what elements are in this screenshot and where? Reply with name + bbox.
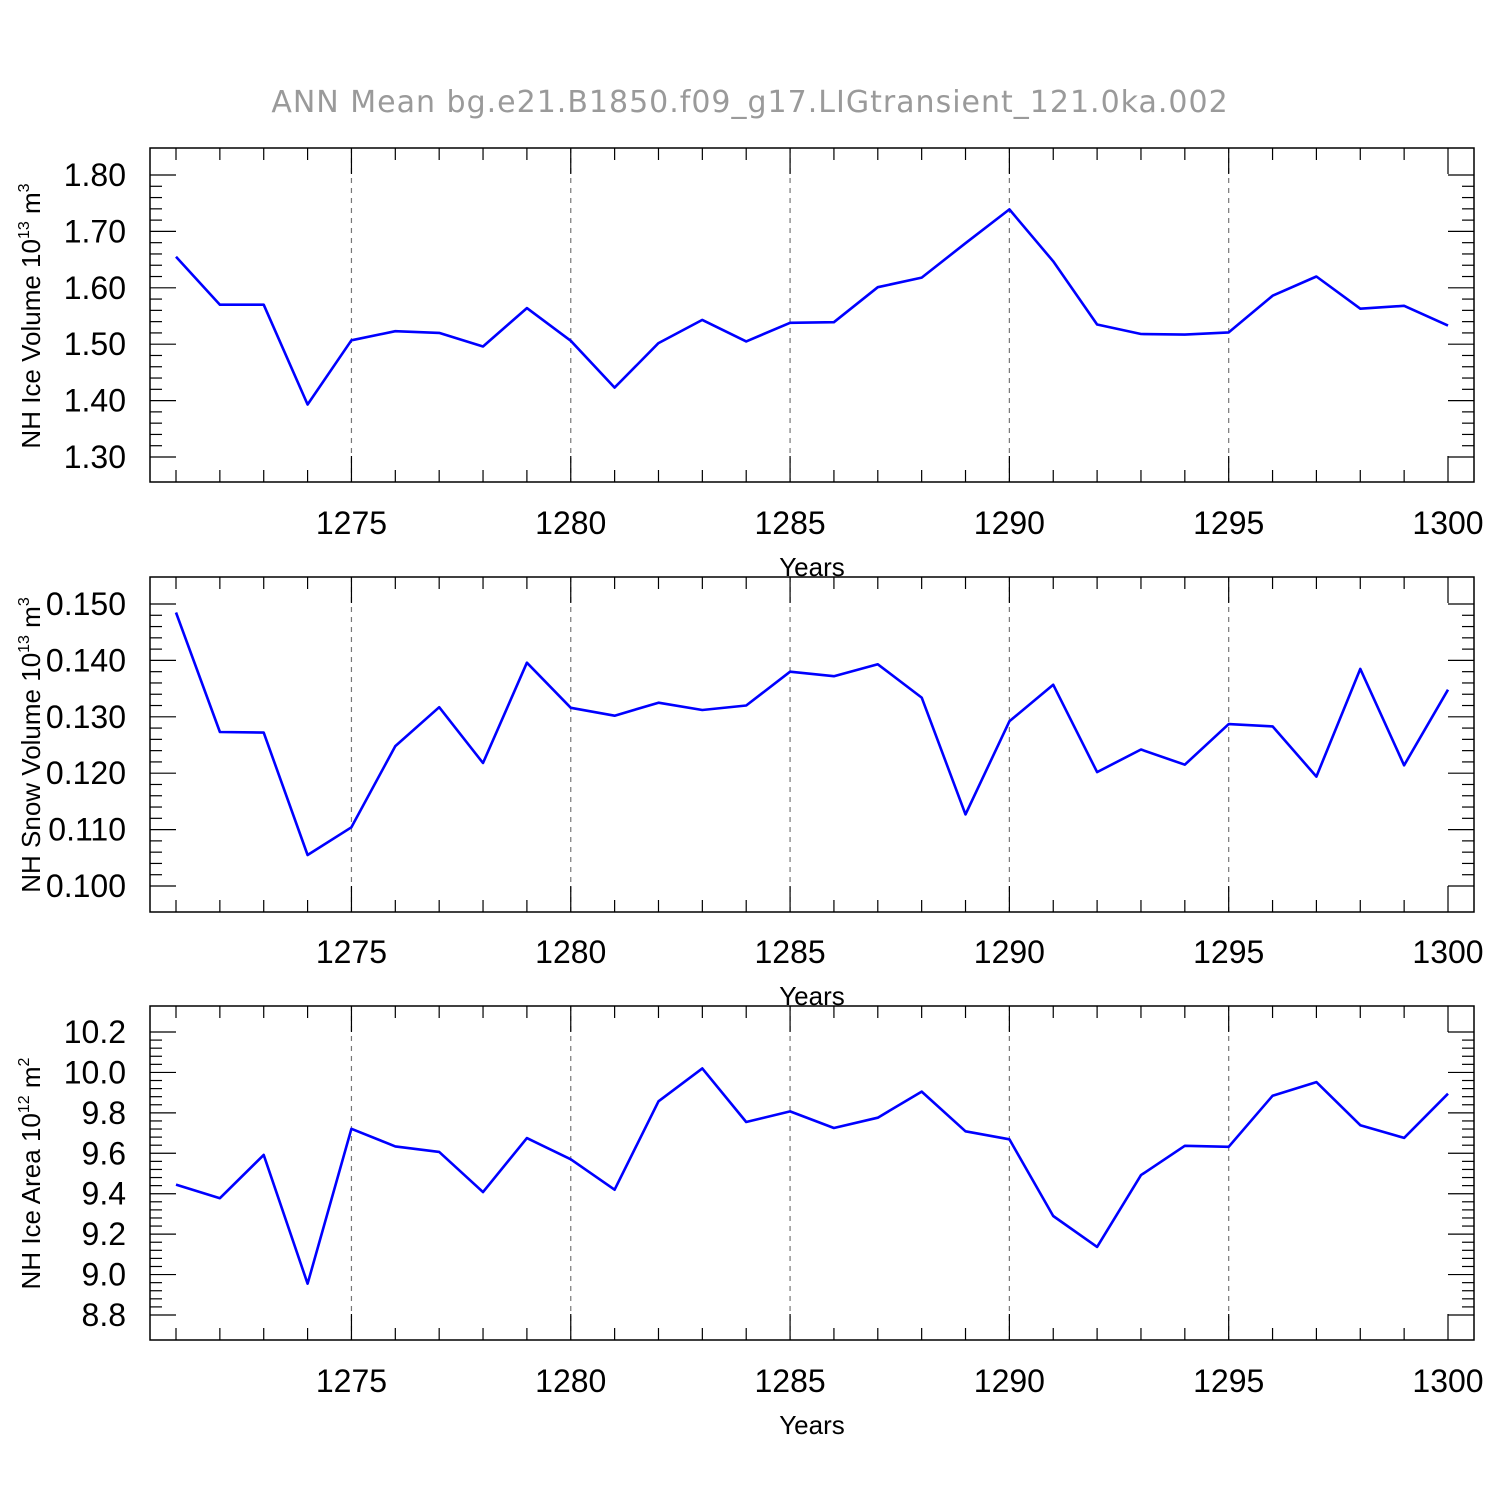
x-tick-label: 1280 (535, 505, 606, 541)
y-axis-label: NH Snow Volume 1013 m3 (16, 597, 46, 893)
plot-frame (149, 576, 1475, 913)
y-tick-label: 1.50 (64, 326, 126, 362)
y-tick-label: 1.40 (64, 383, 126, 419)
x-tick-label: 1285 (754, 934, 825, 970)
y-tick-label: 0.150 (46, 586, 126, 622)
x-tick-label: 1290 (974, 1363, 1045, 1399)
y-tick-label: 0.110 (48, 812, 126, 848)
y-tick-label: 1.30 (64, 439, 126, 475)
y-axis-label: NH Ice Volume 1013 m3 (16, 183, 46, 448)
y-tick-label: 8.8 (82, 1297, 126, 1333)
chart-title: ANN Mean bg.e21.B1850.f09_g17.LIGtransie… (271, 85, 1228, 120)
y-tick-label: 9.2 (82, 1216, 126, 1252)
y-tick-label: 10.2 (64, 1014, 126, 1050)
x-axis-label: Years (779, 1410, 845, 1440)
plot-frame (149, 147, 1475, 483)
y-tick-label: 9.8 (82, 1095, 126, 1131)
y-tick-label: 9.4 (82, 1176, 126, 1212)
series-line (175, 1067, 1449, 1285)
y-tick-label: 1.70 (64, 213, 126, 249)
panel-2: 0.100 0.110 0.120 0.130 0.140 0.150 1275 1280 12… (16, 576, 1484, 1011)
x-tick-label: 1285 (754, 1363, 825, 1399)
y-tick-label: 10.0 (64, 1054, 126, 1090)
x-tick-label: 1290 (974, 934, 1045, 970)
series-line (174, 612, 1450, 857)
x-tick-label: 1300 (1412, 505, 1483, 541)
x-tick-label: 1275 (316, 1363, 387, 1399)
x-tick-label: 1295 (1193, 505, 1264, 541)
x-tick-label: 1275 (316, 934, 387, 970)
x-tick-label: 1300 (1412, 1363, 1483, 1399)
plot-frame (149, 1005, 1475, 1341)
series-line (175, 208, 1449, 406)
x-tick-label: 1280 (535, 1363, 606, 1399)
y-tick-label: 0.130 (46, 699, 126, 735)
y-axis-label: NH Ice Area 1012 m2 (16, 1057, 46, 1289)
x-tick-label: 1280 (535, 934, 606, 970)
y-tick-label: 0.120 (46, 755, 126, 791)
x-tick-label: 1285 (754, 505, 825, 541)
x-tick-label: 1300 (1412, 934, 1483, 970)
panel-3: 8.8 9.0 9.2 9.4 9.6 9.8 10.0 10.2 1275 1280 1285 12… (16, 1005, 1484, 1440)
y-tick-label: 9.6 (82, 1135, 126, 1171)
y-tick-label: 1.80 (64, 157, 126, 193)
x-tick-label: 1275 (316, 505, 387, 541)
panels: 1.30 1.40 1.50 1.60 1.70 1.80 1275 1280 1285 1290… (16, 147, 1484, 1440)
x-tick-label: 1290 (974, 505, 1045, 541)
x-tick-label: 1295 (1193, 934, 1264, 970)
y-tick-label: 1.60 (64, 270, 126, 306)
x-tick-label: 1295 (1193, 1363, 1264, 1399)
y-tick-label: 0.100 (46, 868, 126, 904)
y-tick-label: 0.140 (46, 642, 126, 678)
y-tick-label: 9.0 (82, 1257, 126, 1293)
panel-1: 1.30 1.40 1.50 1.60 1.70 1.80 1275 1280 1285 1290… (16, 147, 1484, 582)
